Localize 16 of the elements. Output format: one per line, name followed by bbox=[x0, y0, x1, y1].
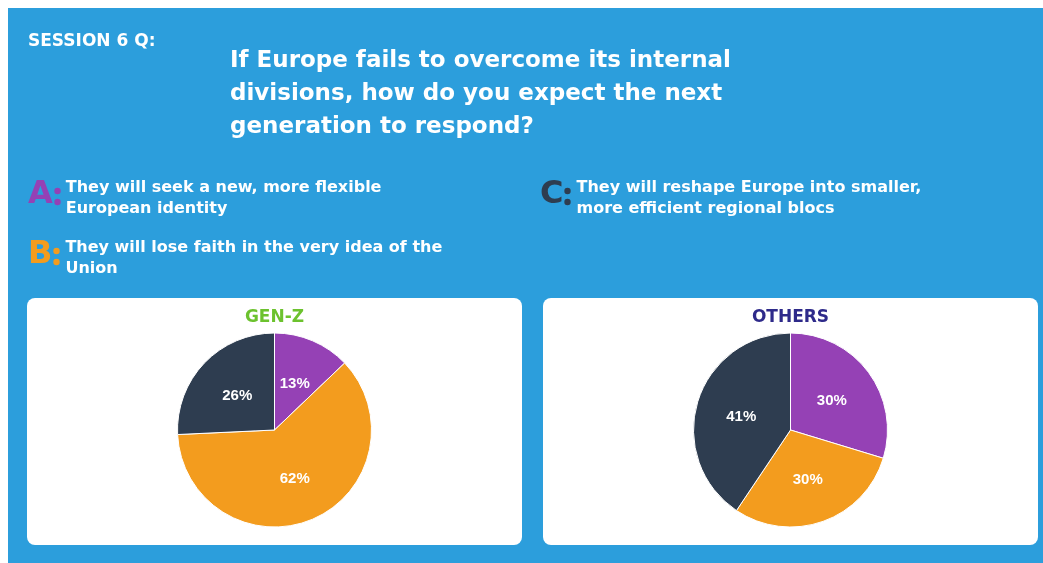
chart-title: GEN-Z bbox=[244, 305, 305, 326]
data-label: 41% bbox=[726, 406, 757, 424]
text: They will seek a new, more flexible European identity bbox=[65, 176, 383, 218]
data-label: 62% bbox=[279, 468, 310, 486]
text: They will lose faith in the very idea of the Union bbox=[65, 236, 444, 278]
chart-title: OTHERS bbox=[751, 305, 830, 326]
text: SESSION 6 Q: bbox=[28, 30, 156, 50]
data-label: 30% bbox=[792, 470, 823, 488]
data-label: 13% bbox=[279, 374, 310, 392]
category-label: C bbox=[540, 173, 564, 211]
text: If Europe fails to overcome its internal divisions, how do you expect the next generation to respond? bbox=[230, 45, 732, 140]
category-label: B bbox=[28, 233, 53, 271]
data-label: 30% bbox=[816, 390, 847, 408]
data-label: 26% bbox=[222, 385, 253, 403]
category-label: A bbox=[28, 173, 53, 211]
text: They will reshape Europe into smaller, more efficient regional blocs bbox=[576, 176, 923, 218]
